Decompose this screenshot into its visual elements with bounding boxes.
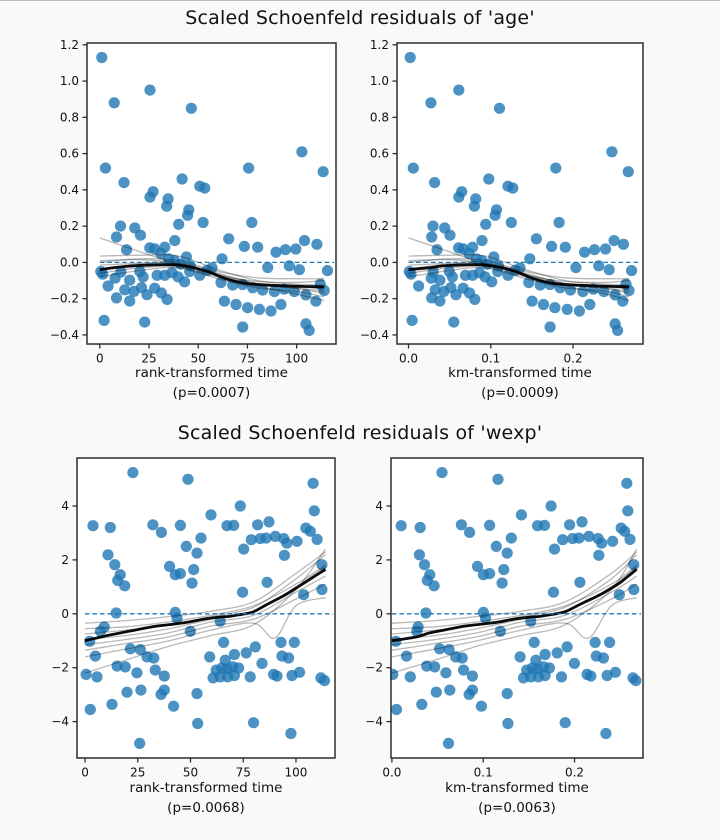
y-tick-label: 0.0 bbox=[370, 255, 389, 269]
x-tick-label: 50 bbox=[191, 352, 206, 366]
y-tick-label: 0 bbox=[61, 607, 69, 621]
y-tick-label: 4 bbox=[61, 499, 69, 513]
subplot-age-rank: 0 25 50 75 100 1.2 1.0 0.8 0.6 0.4 0.2 0.0 −0.2 −0.4 bbox=[50, 38, 337, 366]
y-tick-label: 0.4 bbox=[60, 183, 79, 197]
x-tick-label: 0.2 bbox=[565, 766, 584, 780]
xlabel-wexp-km: km-transformed time (p=0.0063) bbox=[391, 778, 643, 818]
y-tick-label: 4 bbox=[375, 499, 383, 513]
y-tick-label: 1.2 bbox=[370, 38, 389, 52]
scatter-points bbox=[80, 467, 331, 750]
y-tick-label: 2 bbox=[375, 553, 383, 567]
y-tick-label: 0.2 bbox=[370, 219, 389, 233]
y-tick-label: −0.2 bbox=[50, 292, 79, 306]
xlabel-age-km-text: km-transformed time bbox=[448, 365, 592, 381]
y-tick-label: −0.4 bbox=[360, 328, 389, 342]
subplot-age-km: 0.0 0.1 0.2 1.2 1.0 0.8 0.6 0.4 0.2 0.0 −0.2 −0.4 bbox=[360, 38, 644, 366]
x-tick-label: 75 bbox=[240, 352, 255, 366]
xlabel-wexp-rank: rank-transformed time (p=0.0068) bbox=[77, 778, 335, 818]
axes-background bbox=[391, 458, 643, 758]
y-tick-label: 0.8 bbox=[370, 110, 389, 124]
scatter-points bbox=[403, 51, 638, 336]
y-tick-label: −4 bbox=[365, 715, 383, 729]
y-tick-label: 0.4 bbox=[370, 183, 389, 197]
y-tick-label: 2 bbox=[61, 553, 69, 567]
x-tick-label: 0 bbox=[96, 352, 104, 366]
y-tick-label: 0.6 bbox=[60, 147, 79, 161]
xlabel-age-km-pvalue: (p=0.0009) bbox=[481, 385, 559, 401]
lowess-line bbox=[391, 568, 638, 643]
xlabel-wexp-rank-text: rank-transformed time bbox=[129, 780, 283, 796]
x-tick-label: 0 bbox=[81, 766, 89, 780]
lowess-line bbox=[408, 263, 630, 289]
x-tick-label: 50 bbox=[183, 766, 198, 780]
x-tick-label: 0.0 bbox=[382, 766, 401, 780]
xlabel-age-km: km-transformed time (p=0.0009) bbox=[397, 363, 643, 403]
axes-spines bbox=[76, 457, 336, 759]
y-tick-label: 1.2 bbox=[60, 38, 79, 52]
lowess-line bbox=[84, 568, 327, 643]
y-tick-label: −0.4 bbox=[50, 328, 79, 342]
xlabel-age-rank-text: rank-transformed time bbox=[135, 365, 288, 381]
xlabel-wexp-km-pvalue: (p=0.0063) bbox=[478, 800, 556, 816]
x-tick-label: 0.2 bbox=[564, 352, 583, 366]
y-axis-ticks: 1.2 1.0 0.8 0.6 0.4 0.2 0.0 −0.2 −0.4 bbox=[360, 38, 397, 342]
y-tick-label: 0.6 bbox=[370, 147, 389, 161]
xlabel-wexp-rank-pvalue: (p=0.0068) bbox=[167, 800, 245, 816]
x-axis-ticks: 0 25 50 75 100 bbox=[96, 344, 308, 366]
axes-background bbox=[77, 458, 335, 758]
figure-title-age: Scaled Schoenfeld residuals of 'age' bbox=[185, 7, 535, 29]
y-tick-label: 0.2 bbox=[60, 219, 79, 233]
axes-spines bbox=[86, 42, 337, 345]
y-tick-label: −0.2 bbox=[360, 292, 389, 306]
subplot-wexp-km: 0.0 0.1 0.2 4 2 0 −2 −4 bbox=[365, 457, 644, 780]
x-tick-label: 25 bbox=[130, 766, 145, 780]
x-axis-ticks: 0.0 0.1 0.2 bbox=[382, 758, 584, 780]
x-axis-ticks: 0 25 50 75 100 bbox=[81, 758, 307, 780]
x-tick-label: 0.1 bbox=[481, 352, 500, 366]
figure-title-wexp: Scaled Schoenfeld residuals of 'wexp' bbox=[177, 422, 543, 444]
scatter-points bbox=[95, 51, 334, 336]
y-tick-label: 1.0 bbox=[60, 74, 79, 88]
y-tick-label: 1.0 bbox=[370, 74, 389, 88]
x-tick-label: 25 bbox=[141, 352, 156, 366]
xlabel-age-rank-pvalue: (p=0.0007) bbox=[172, 385, 251, 401]
y-tick-label: 0 bbox=[375, 607, 383, 621]
xlabel-wexp-km-text: km-transformed time bbox=[445, 780, 589, 796]
x-tick-label: 0.1 bbox=[474, 766, 493, 780]
y-tick-label: 0.8 bbox=[60, 110, 79, 124]
y-tick-label: −2 bbox=[365, 661, 383, 675]
axes-background bbox=[87, 43, 336, 344]
x-tick-label: 100 bbox=[285, 766, 308, 780]
axes-spines bbox=[390, 457, 644, 759]
y-axis-ticks: 1.2 1.0 0.8 0.6 0.4 0.2 0.0 −0.2 −0.4 bbox=[50, 38, 87, 342]
y-tick-label: −4 bbox=[51, 715, 69, 729]
lowess-line bbox=[99, 263, 325, 289]
subplot-wexp-rank: 0 25 50 75 100 4 2 0 −2 −4 bbox=[51, 457, 336, 780]
y-tick-label: −2 bbox=[51, 661, 69, 675]
y-tick-label: 0.0 bbox=[60, 255, 79, 269]
y-axis-ticks: 4 2 0 −2 −4 bbox=[51, 499, 77, 729]
x-tick-label: 0.0 bbox=[399, 352, 418, 366]
y-axis-ticks: 4 2 0 −2 −4 bbox=[365, 499, 391, 729]
axes-spines bbox=[396, 42, 644, 345]
x-axis-ticks: 0.0 0.1 0.2 bbox=[399, 344, 583, 366]
scatter-points bbox=[390, 467, 642, 750]
xlabel-age-rank: rank-transformed time (p=0.0007) bbox=[87, 363, 336, 403]
x-tick-label: 100 bbox=[285, 352, 308, 366]
x-tick-label: 75 bbox=[236, 766, 251, 780]
